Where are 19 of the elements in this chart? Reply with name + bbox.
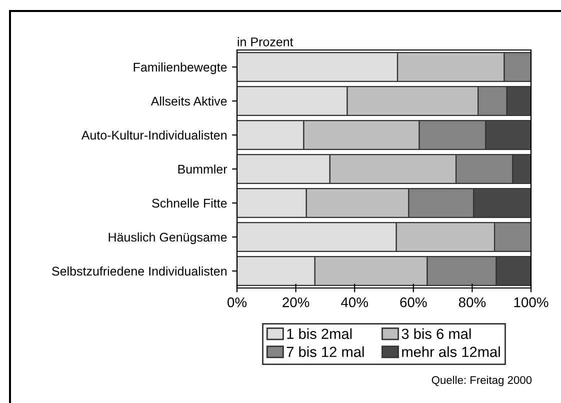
y-tick-label: Selbstzufriedene Individualisten [52, 266, 226, 276]
legend-label: 1 bis 2mal [287, 328, 352, 340]
legend-label: mehr als 12mal [402, 346, 500, 358]
source-note: Quelle: Freitag 2000 [432, 376, 532, 386]
x-tick-label: 60% [400, 297, 427, 308]
y-tick-label: Schnelle Fitte [152, 198, 227, 208]
x-tick-label: 40% [341, 297, 368, 308]
y-tick-label: Bummler [178, 164, 228, 174]
legend-label: 3 bis 6 mal [402, 328, 471, 340]
x-tick-label: 0% [228, 297, 247, 308]
legend-label: 7 bis 12 mal [286, 346, 364, 358]
y-tick-label: Allseits Aktive [150, 96, 227, 106]
y-tick-label: Auto-Kultur-Individualisten [81, 130, 226, 140]
y-tick-label: Familienbewegte [134, 62, 227, 74]
text: in Prozent [238, 37, 294, 46]
x-tick-label: 80% [458, 297, 486, 308]
y-tick-label: Häuslich Genügsame [108, 232, 227, 244]
x-tick-label: 100% [514, 297, 548, 308]
x-tick-label: 20% [282, 297, 310, 308]
